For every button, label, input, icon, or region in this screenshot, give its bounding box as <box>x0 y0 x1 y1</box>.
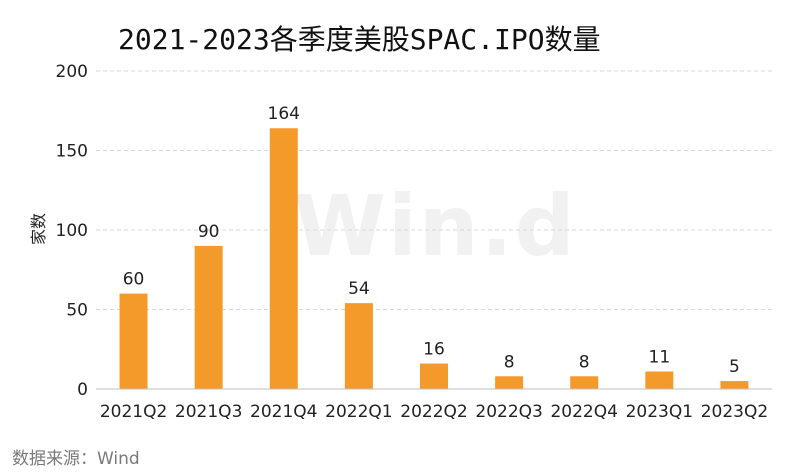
chart-title: 2021-2023各季度美股SPAC.IPO数量 <box>118 23 601 56</box>
x-tick-label: 2022Q2 <box>400 402 467 422</box>
y-tick-label: 0 <box>77 380 88 400</box>
data-label: 164 <box>268 104 300 124</box>
bar <box>495 376 524 389</box>
x-tick-label: 2023Q2 <box>701 402 768 422</box>
bar <box>720 381 749 389</box>
y-axis-label: 家数 <box>29 213 48 245</box>
bar <box>344 303 373 389</box>
data-label: 54 <box>348 279 370 299</box>
source-note: 数据来源：Wind <box>12 449 140 469</box>
data-labels: 60 90 164 54 16 8 8 11 5 <box>123 104 740 377</box>
bar <box>194 245 223 389</box>
bar <box>420 363 448 389</box>
y-tick-label: 100 <box>56 221 88 241</box>
data-label: 11 <box>649 348 671 368</box>
data-label: 60 <box>123 270 145 290</box>
x-tick-label: 2022Q1 <box>325 402 392 422</box>
y-tick-label: 50 <box>66 301 88 321</box>
data-label: 8 <box>579 352 590 372</box>
data-label: 8 <box>504 352 515 372</box>
data-label: 90 <box>198 222 220 242</box>
x-axis-ticks: 2021Q2 2021Q3 2021Q4 2022Q1 2022Q2 2022Q3 2022… <box>100 402 768 422</box>
data-label: 16 <box>423 340 445 360</box>
x-tick-label: 2021Q2 <box>100 402 167 422</box>
bar <box>269 128 298 390</box>
bars <box>119 128 749 390</box>
x-tick-label: 2022Q3 <box>475 402 542 422</box>
bar <box>570 376 599 389</box>
data-label: 5 <box>729 357 740 377</box>
watermark-text: Win.d <box>293 177 576 275</box>
x-tick-label: 2022Q4 <box>550 402 617 422</box>
x-tick-label: 2023Q1 <box>626 402 693 422</box>
y-tick-label: 150 <box>56 142 88 162</box>
bar <box>119 293 148 389</box>
y-tick-label: 200 <box>56 62 88 82</box>
bar <box>645 371 674 389</box>
x-tick-label: 2021Q3 <box>175 402 242 422</box>
y-axis-ticks: 0 50 100 150 200 <box>56 62 88 400</box>
x-tick-label: 2021Q4 <box>250 402 317 422</box>
